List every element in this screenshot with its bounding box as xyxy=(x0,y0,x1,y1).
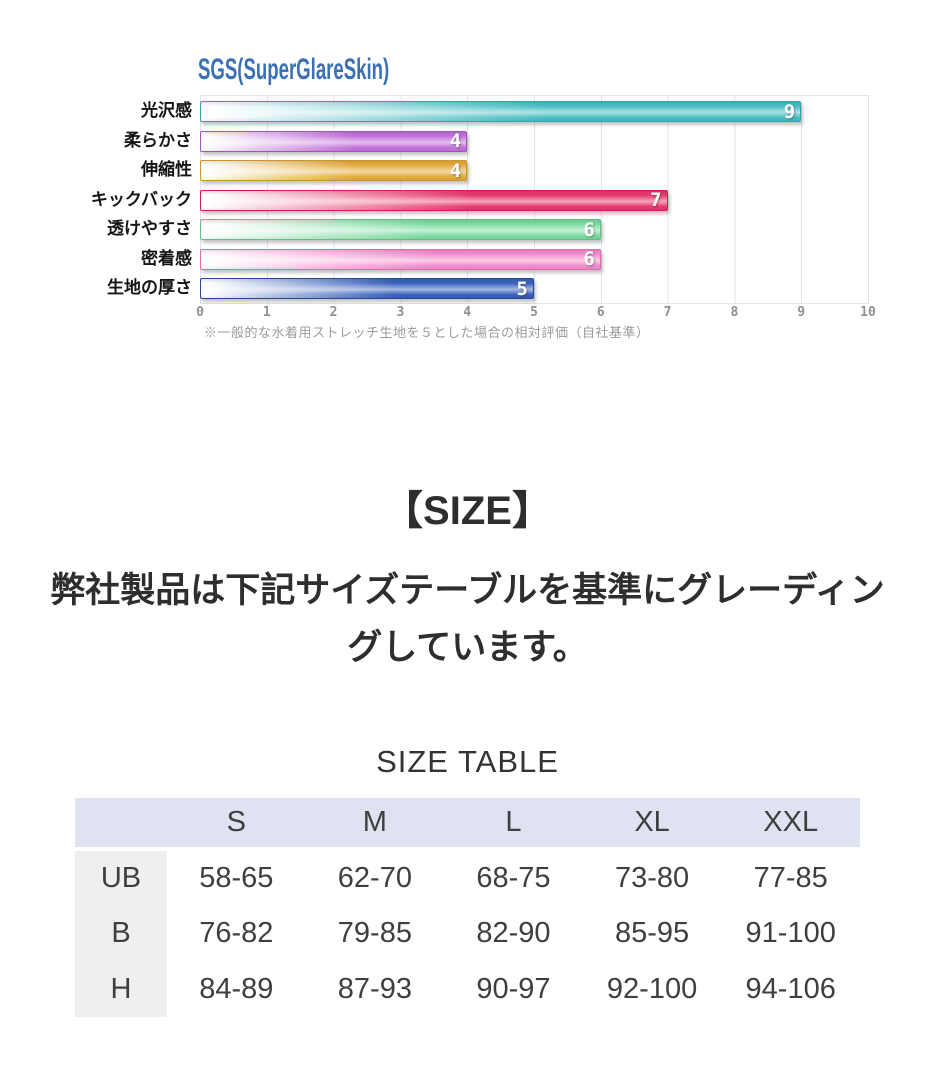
size-table-cell: 85-95 xyxy=(614,916,690,949)
chart-category-label: キックバック xyxy=(90,189,192,209)
size-table-cell: 73-80 xyxy=(582,847,722,905)
size-table-header-cell: XXL xyxy=(763,806,819,838)
size-table-header-cell xyxy=(75,798,167,849)
size-table-cell: 87-93 xyxy=(337,972,412,1005)
chart-bar-value-label: 5 xyxy=(516,277,528,300)
x-axis-tick-label: 4 xyxy=(463,305,472,320)
x-axis-tick-label: 0 xyxy=(196,305,204,320)
chart-bar-value-label: 4 xyxy=(449,159,461,182)
chart-bar: 7 xyxy=(200,189,668,211)
size-section-heading: 【SIZE】 xyxy=(383,489,552,533)
size-table-cell: 92-100 xyxy=(606,972,698,1005)
chart-bar: 4 xyxy=(200,130,468,152)
chart-bar: 4 xyxy=(200,159,468,182)
chart-bar-value-label: 6 xyxy=(583,248,594,270)
chart-category-label: 伸縮性 xyxy=(141,160,192,179)
size-table: S M L XL XXL UB 58-65 62-70 68-75 73-80 77-85 B 76-… xyxy=(75,798,860,1017)
size-table-cell: 91-100 xyxy=(745,916,836,949)
x-axis-tick-label: 9 xyxy=(797,305,806,320)
size-table-title: SIZE TABLE xyxy=(376,744,559,779)
chart-bar-value-label: 4 xyxy=(449,130,461,152)
chart-category-label: 密着感 xyxy=(141,248,192,268)
chart-category-labels: 光沢感柔らかさ伸縮性キックバック透けやすさ密着感生地の厚さ xyxy=(0,95,192,302)
size-table-header-cell: S xyxy=(226,806,246,838)
x-axis-tick-label: 10 xyxy=(860,305,876,320)
chart-bar: 9 xyxy=(200,100,802,123)
chart-bar: 6 xyxy=(200,218,601,241)
chart-category-label: 生地の厚さ xyxy=(107,278,192,297)
chart-bar-value-label: 7 xyxy=(650,189,661,211)
x-axis-tick-label: 1 xyxy=(262,305,271,320)
size-section-description: 弊社製品は下記サイズテーブルを基準にグレーディングしています。 xyxy=(50,571,885,667)
size-table-header-cell: L xyxy=(505,806,522,838)
x-axis-tick-label: 7 xyxy=(663,305,672,320)
chart-bar-value-label: 6 xyxy=(583,218,594,241)
chart-category-label: 透けやすさ xyxy=(107,219,192,238)
size-table-header-cell: XL xyxy=(634,806,670,838)
size-table-cell: 76-82 xyxy=(199,916,274,949)
chart-bar: 6 xyxy=(200,248,601,270)
x-axis-tick-label: 2 xyxy=(329,305,338,320)
size-table-header-row: S M L XL XXL xyxy=(75,798,860,849)
size-table-cell: 82-90 xyxy=(476,916,551,949)
chart-category-label: 柔らかさ xyxy=(124,130,192,150)
size-table-cell: 79-85 xyxy=(337,916,412,949)
size-table-row-label: UB xyxy=(75,847,167,905)
x-axis: 0 1 2 3 4 5 6 7 8 9 10 xyxy=(196,305,876,321)
size-table-cell: 84-89 xyxy=(199,972,274,1005)
size-table-cell: 62-70 xyxy=(305,847,445,905)
chart-bar-value-label: 9 xyxy=(783,100,795,123)
size-table-cell: 77-85 xyxy=(721,847,860,905)
x-axis-tick-label: 6 xyxy=(596,305,605,320)
size-table-row: B 76-82 79-85 82-90 85-95 91-100 xyxy=(75,905,860,961)
chart-title: SGS(SuperGlareSkin) xyxy=(198,53,390,86)
size-table-header-cell: M xyxy=(362,806,387,838)
chart-bar: 5 xyxy=(200,277,534,300)
size-table-row: H 84-89 87-93 90-97 92-100 94-106 xyxy=(75,961,860,1017)
size-table-row: UB 58-65 62-70 68-75 73-80 77-85 xyxy=(75,847,860,905)
chart-plot-area: 9 4 4 7 6 6 5 xyxy=(200,95,869,304)
size-table-cell: 58-65 xyxy=(167,847,306,905)
x-axis-tick-label: 8 xyxy=(730,305,739,320)
chart-footnote: ※一般的な水着用ストレッチ生地を５とした場合の相対評価（自社基準） xyxy=(204,325,650,340)
x-axis-tick-label: 3 xyxy=(396,305,405,320)
chart-category-label: 光沢感 xyxy=(141,101,192,120)
size-table-row-label: B xyxy=(75,905,167,961)
size-table-cell: 94-106 xyxy=(745,972,836,1005)
size-table-cell: 90-97 xyxy=(476,972,551,1005)
size-table-cell: 68-75 xyxy=(444,847,583,905)
x-axis-tick-label: 5 xyxy=(530,305,538,320)
size-table-row-label: H xyxy=(75,961,167,1017)
